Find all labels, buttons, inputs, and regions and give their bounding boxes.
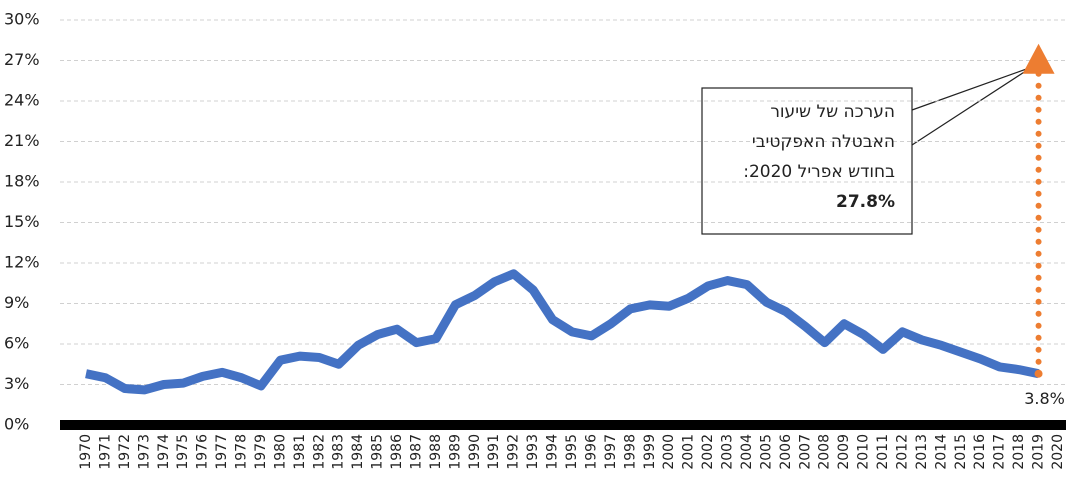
y-tick-label: 21% — [4, 131, 40, 150]
callout-box — [701, 87, 913, 235]
callout-text: הערכה של שיעור — [770, 102, 895, 122]
x-tick-label: 1989 — [447, 434, 463, 470]
x-tick-label: 1982 — [311, 434, 327, 470]
y-tick-label: 24% — [4, 91, 40, 110]
y-tick-label: 12% — [4, 253, 40, 272]
y-tick-label: 18% — [4, 172, 40, 191]
x-tick-label: 2009 — [836, 434, 852, 470]
x-tick-label: 1978 — [234, 434, 250, 470]
line — [85, 269, 1040, 395]
x-tick-label: 2016 — [972, 434, 988, 470]
x-tick-label: 2019 — [1031, 434, 1047, 470]
y-tick-label: 3% — [4, 374, 29, 393]
x-tick-label: 2008 — [817, 434, 833, 470]
x-tick-label: 2020 — [1050, 434, 1066, 470]
x-tick-label: 2005 — [758, 434, 774, 470]
x-tick-label: 1998 — [622, 434, 638, 470]
x-tick-label: 1985 — [370, 434, 386, 470]
x-tick-label: 2006 — [778, 434, 794, 470]
x-tick-label: 1997 — [603, 434, 619, 470]
y-tick-label: 30% — [4, 10, 40, 29]
x-tick-label: 1971 — [97, 434, 113, 470]
x-tick-label: 1983 — [331, 434, 347, 470]
x-tick-label: 1979 — [253, 434, 269, 470]
y-tick-label: 9% — [4, 293, 29, 312]
x-tick-label: 1991 — [486, 434, 502, 470]
x-tick-label: 2013 — [914, 434, 930, 470]
x-tick-label: 2010 — [856, 434, 872, 470]
x-tick-label: 1988 — [428, 434, 444, 470]
arrow-head — [1022, 43, 1055, 74]
x-tick-label: 2004 — [739, 434, 755, 470]
callout-text: בחודש אפריל 2020: — [743, 162, 895, 182]
data-label: 3.8% — [1024, 389, 1065, 408]
x-tick-label: 1980 — [272, 434, 288, 470]
x-tick-label: 1975 — [175, 434, 191, 470]
callout-pointer — [911, 66, 1033, 146]
x-tick-label: 1976 — [195, 434, 211, 470]
x-tick-label: 1994 — [545, 434, 561, 470]
x-tick-label: 1993 — [525, 434, 541, 470]
x-tick-label: 2015 — [953, 434, 969, 470]
x-tick-label: 2014 — [933, 434, 949, 470]
x-tick-label: 1981 — [292, 434, 308, 470]
x-tick-label: 1973 — [136, 434, 152, 470]
x-tick-label: 1974 — [156, 434, 172, 470]
x-tick-label: 2017 — [992, 434, 1008, 470]
x-tick-label: 1972 — [117, 434, 133, 470]
x-tick-label: 2018 — [1011, 434, 1027, 470]
x-tick-label: 1984 — [350, 434, 366, 470]
y-tick-label: 15% — [4, 212, 40, 231]
y-tick-label: 0% — [4, 415, 29, 434]
x-axis — [60, 420, 1066, 430]
y-tick-label: 6% — [4, 334, 29, 353]
x-tick-label: 2003 — [720, 434, 736, 470]
x-tick-label: 1970 — [78, 434, 94, 470]
x-tick-label: 1990 — [467, 434, 483, 470]
x-tick-label: 1999 — [642, 434, 658, 470]
x-tick-label: 2000 — [661, 434, 677, 470]
x-tick-label: 2012 — [894, 434, 910, 470]
x-tick-label: 2011 — [875, 434, 891, 470]
projection-start — [1034, 369, 1043, 378]
x-tick-label: 1986 — [389, 434, 405, 470]
callout-value: 27.8% — [836, 192, 895, 212]
x-tick-label: 1995 — [564, 434, 580, 470]
x-tick-label: 1996 — [583, 434, 599, 470]
x-tick-label: 2007 — [797, 434, 813, 470]
x-tick-label: 1987 — [408, 434, 424, 470]
x-tick-label: 1992 — [506, 434, 522, 470]
x-tick-label: 2001 — [681, 434, 697, 470]
y-tick-label: 27% — [4, 50, 40, 69]
callout-text: האבטלה האפקטיבי — [752, 132, 895, 152]
x-tick-label: 1977 — [214, 434, 230, 470]
x-tick-label: 2002 — [700, 434, 716, 470]
